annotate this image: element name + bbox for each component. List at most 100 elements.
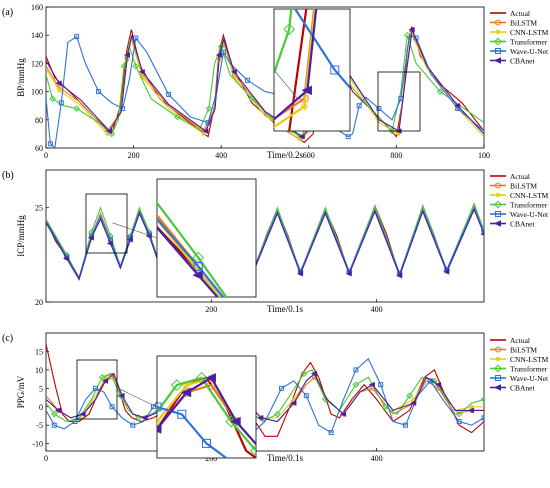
series-line-cnn-lstm	[46, 372, 484, 423]
series-marker-cnn-lstm	[201, 131, 206, 136]
series-marker-wave-u-net	[96, 89, 102, 95]
series-marker-transformer	[381, 403, 389, 411]
series-marker-cbanet	[443, 269, 450, 275]
inset-marker-wave-u-net	[202, 438, 211, 448]
series-marker-wave-u-net	[378, 382, 384, 388]
series-marker-cnn-lstm	[232, 75, 237, 80]
zoom-connector	[118, 388, 158, 408]
series-marker-cbanet	[141, 415, 148, 421]
inset-marker-wave-u-net	[232, 461, 240, 469]
series-marker-wave-u-net	[58, 100, 64, 106]
legend-label: BiLSTM	[510, 19, 537, 28]
x-tick-label: 0	[44, 151, 48, 160]
legend-label: CNN-LSTM	[510, 191, 549, 200]
inset-marker-bilstm	[244, 324, 252, 332]
series-marker-transformer	[49, 95, 56, 102]
series-marker-wave-u-net	[402, 422, 408, 428]
series-marker-cbanet	[54, 407, 61, 414]
panel-2: 200 400 20 25 Time/0.1s ICP/mmHg (b) ActualBiLS…	[2, 169, 549, 336]
inset-marker-cbanet	[230, 416, 241, 427]
inset-marker-wave-u-net	[330, 65, 340, 75]
series-marker-cbanet	[202, 128, 209, 134]
panel-label: (c)	[2, 333, 13, 344]
legend-label: BiLSTM	[510, 182, 537, 191]
series-marker-transformer	[406, 392, 413, 399]
legend: ActualBiLSTMCNN-LSTMTransformerWave-U-Ne…	[490, 336, 549, 393]
legend: ActualBiLSTMCNN-LSTMTransformerWave-U-Ne…	[490, 9, 549, 66]
y-tick-label: 60	[35, 144, 43, 153]
series-marker-cnn-lstm	[140, 75, 145, 80]
series-marker-wave-u-net	[130, 422, 136, 428]
inset-line-bilstm	[157, 213, 225, 297]
series-marker-cbanet	[368, 381, 375, 388]
inset-line-wave-u-net	[157, 405, 229, 458]
plot-frame	[45, 169, 485, 303]
series-marker-wave-u-net	[376, 106, 382, 112]
series-marker-cbanet	[138, 69, 145, 75]
series-marker-cbanet	[434, 381, 442, 388]
series-marker-cbanet	[345, 270, 352, 277]
legend-label: Actual	[510, 9, 530, 18]
panel-3: 0 200 400 -10 -5 0 5 10 15 Time/0.1s PPG/mV (c) Actu…	[2, 332, 549, 469]
series-marker-transformer	[480, 396, 484, 403]
zoom-connector	[112, 222, 158, 239]
legend-label: BiLSTM	[510, 346, 537, 355]
legend-marker-transformer	[494, 364, 502, 373]
legend-label: Actual	[510, 336, 530, 345]
plot-frame	[45, 332, 485, 452]
series-marker-cnn-lstm	[411, 397, 416, 402]
series-marker-wave-u-net	[328, 430, 334, 436]
y-tick-label: 10	[35, 366, 43, 375]
series-group	[46, 343, 484, 439]
x-axis-label: Time/0.1s	[267, 453, 303, 463]
inset-marker-wave-u-net	[177, 409, 187, 419]
legend-marker-cnn-lstm	[495, 29, 501, 35]
series-marker-cbanet	[467, 407, 475, 414]
inset-marker-cbanet	[243, 328, 252, 336]
legend-marker-transformer	[494, 200, 502, 209]
x-tick-label: 200	[205, 305, 217, 314]
series-marker-transformer	[174, 113, 181, 121]
series-marker-transformer	[352, 381, 360, 388]
series-marker-cbanet	[79, 411, 86, 417]
series-marker-wave-u-net	[303, 393, 309, 399]
series-marker-wave-u-net	[133, 35, 139, 41]
series-marker-wave-u-net	[74, 34, 80, 40]
inset-line-transformer	[157, 376, 256, 452]
y-tick-label: 0	[39, 403, 43, 412]
y-axis-label: ICP/mmHg	[16, 215, 26, 257]
series-marker-cbanet	[296, 270, 304, 277]
series-marker-transformer	[120, 62, 128, 70]
legend-marker-cbanet	[493, 384, 501, 391]
inset-marker-cbanet	[180, 387, 192, 398]
series-marker-transformer	[73, 105, 80, 112]
y-tick-label: 160	[31, 3, 43, 12]
legend-marker-cbanet	[493, 57, 501, 64]
series-marker-cbanet	[410, 400, 417, 406]
inset-line-bilstm	[157, 383, 256, 446]
legend-label: CBAnet	[510, 220, 536, 229]
y-tick-label: 100	[31, 88, 43, 97]
series-marker-cbanet	[230, 69, 237, 75]
panel-label: (b)	[2, 170, 14, 181]
inset-line-cbanet	[157, 226, 219, 297]
zoom-region-box	[377, 71, 421, 132]
series-line-cbanet	[46, 27, 484, 138]
series-marker-transformer	[388, 127, 396, 135]
series-marker-cnn-lstm	[469, 404, 474, 409]
legend-label: Wave-U-Net	[510, 210, 549, 219]
zoom-connector	[273, 69, 298, 99]
inset-marker-cbanet	[157, 424, 162, 434]
legend-label: CNN-LSTM	[510, 355, 549, 364]
series-marker-transformer	[455, 410, 463, 418]
x-tick-label: 600	[303, 151, 315, 160]
inset-marker-cbanet	[301, 85, 312, 96]
legend-label: Actual	[510, 172, 530, 181]
x-tick-label: 100	[478, 151, 490, 160]
series-marker-wave-u-net	[120, 106, 126, 112]
legend-marker-bilstm	[495, 182, 501, 189]
inset-marker-transformer	[283, 23, 296, 36]
inset-marker-transformer	[170, 379, 183, 392]
inset-marker-cnn-lstm	[300, 102, 309, 111]
